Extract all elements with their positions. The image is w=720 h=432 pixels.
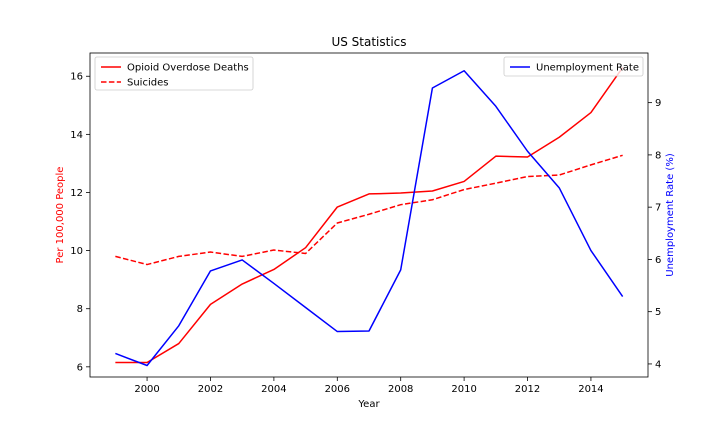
legend-entry: Suicides: [127, 78, 168, 89]
y-left-tick-label: 12: [70, 188, 83, 199]
x-tick-label: 2014: [578, 384, 603, 395]
series-line-unemployment-rate: [115, 70, 624, 367]
x-tick-label: 2010: [451, 384, 476, 395]
y-left-tick-label: 8: [77, 304, 83, 315]
plot-frame: [89, 52, 649, 378]
y-left-tick-label: 14: [70, 130, 83, 141]
series-line-suicides: [115, 154, 623, 266]
x-tick-label: 2002: [198, 384, 223, 395]
x-tick-label: 2006: [325, 384, 350, 395]
y-right-tick-label: 4: [655, 359, 661, 370]
y-axis-label-right: Unemployment Rate (%): [665, 153, 676, 277]
legend-box: [94, 56, 254, 91]
y-left-tick-label: 16: [70, 72, 83, 83]
chart-title: US Statistics: [331, 35, 406, 49]
y-left-tick-label: 6: [77, 362, 83, 373]
legend-entry: Opioid Overdose Deaths: [127, 63, 249, 74]
series-line-opioid-overdose-deaths: [115, 67, 624, 364]
y-right-tick-label: 9: [655, 98, 661, 109]
legend-box: [503, 56, 644, 77]
x-tick-label: 2004: [261, 384, 286, 395]
y-right-tick-label: 8: [655, 150, 661, 161]
x-tick-label: 2012: [515, 384, 540, 395]
x-axis-label: Year: [357, 399, 380, 410]
x-tick-label: 2008: [388, 384, 413, 395]
y-right-tick-label: 7: [655, 203, 661, 214]
y-axis-label-left: Per 100,000 People: [55, 167, 66, 264]
y-right-tick-label: 5: [655, 307, 661, 318]
y-left-tick-label: 10: [70, 246, 83, 257]
y-right-tick-label: 6: [655, 255, 661, 266]
legend-entry: Unemployment Rate: [536, 63, 639, 74]
x-tick-label: 2000: [134, 384, 159, 395]
